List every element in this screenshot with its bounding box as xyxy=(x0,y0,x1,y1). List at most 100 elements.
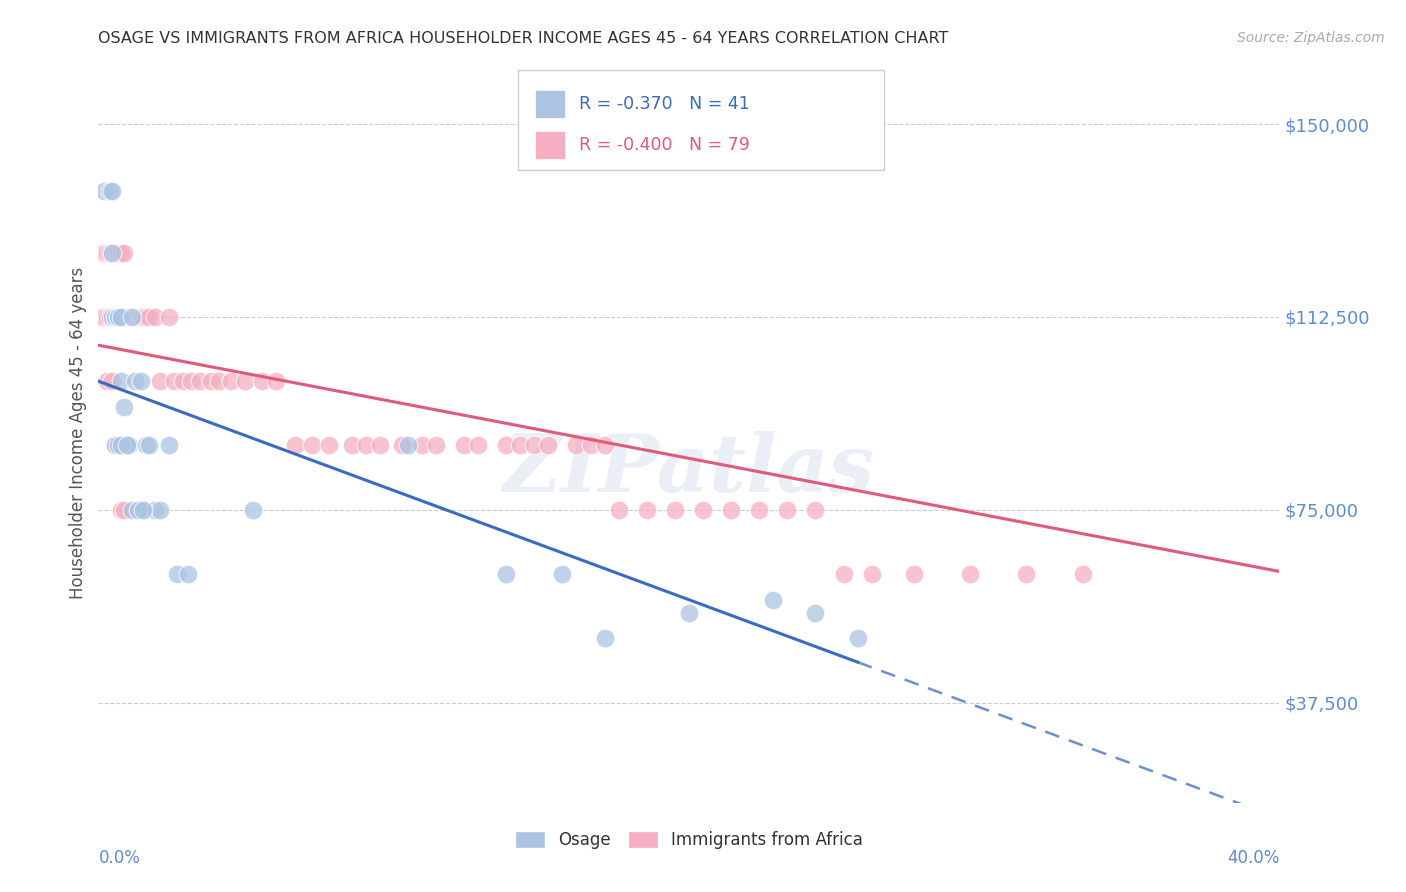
Point xyxy=(121,502,143,516)
Point xyxy=(776,502,799,516)
Point xyxy=(135,438,157,452)
Point xyxy=(124,310,146,324)
Point xyxy=(110,310,132,324)
Point xyxy=(551,567,574,582)
Point xyxy=(748,502,770,516)
Point xyxy=(110,374,132,388)
Point xyxy=(98,245,121,260)
Point xyxy=(101,184,124,198)
Text: 40.0%: 40.0% xyxy=(1227,849,1279,867)
Point xyxy=(692,502,714,516)
FancyBboxPatch shape xyxy=(536,130,565,159)
Text: Source: ZipAtlas.com: Source: ZipAtlas.com xyxy=(1237,31,1385,45)
Point xyxy=(537,438,560,452)
Point xyxy=(200,374,222,388)
Point xyxy=(163,374,186,388)
Point xyxy=(110,310,132,324)
Point xyxy=(340,438,363,452)
Point xyxy=(762,592,785,607)
Point xyxy=(804,606,827,620)
Point xyxy=(607,502,630,516)
Point xyxy=(104,438,127,452)
Point xyxy=(101,310,124,324)
Point xyxy=(467,438,489,452)
Point xyxy=(565,438,588,452)
Point xyxy=(250,374,273,388)
FancyBboxPatch shape xyxy=(536,90,565,118)
Point xyxy=(96,245,118,260)
Point xyxy=(509,438,531,452)
Point xyxy=(104,438,127,452)
Point xyxy=(90,310,112,324)
Point xyxy=(107,438,129,452)
Point xyxy=(107,438,129,452)
Point xyxy=(104,245,127,260)
Point xyxy=(93,310,115,324)
Point xyxy=(138,438,160,452)
Point xyxy=(118,310,141,324)
Point xyxy=(804,502,827,516)
Point xyxy=(720,502,742,516)
Point xyxy=(425,438,447,452)
Point xyxy=(96,310,118,324)
Point xyxy=(368,438,391,452)
Point xyxy=(453,438,475,452)
Point xyxy=(121,310,143,324)
Point xyxy=(132,502,155,516)
Point xyxy=(678,606,700,620)
Point xyxy=(354,438,377,452)
Point xyxy=(242,502,264,516)
Point xyxy=(411,438,433,452)
Point xyxy=(107,310,129,324)
Point xyxy=(233,374,256,388)
Point xyxy=(96,374,118,388)
Point xyxy=(110,245,132,260)
Point xyxy=(264,374,287,388)
Point xyxy=(157,310,180,324)
Point xyxy=(127,310,149,324)
Point xyxy=(112,502,135,516)
Point xyxy=(115,438,138,452)
Point xyxy=(101,245,124,260)
Point xyxy=(180,374,202,388)
Point xyxy=(112,400,135,414)
Point xyxy=(177,567,200,582)
FancyBboxPatch shape xyxy=(517,70,884,169)
Point xyxy=(149,374,172,388)
Text: 0.0%: 0.0% xyxy=(98,849,141,867)
Point xyxy=(301,438,323,452)
Point xyxy=(172,374,194,388)
Point xyxy=(121,310,143,324)
Point xyxy=(110,502,132,516)
Point xyxy=(284,438,307,452)
Point xyxy=(115,438,138,452)
Point xyxy=(391,438,413,452)
Point xyxy=(115,310,138,324)
Point xyxy=(396,438,419,452)
Point xyxy=(832,567,855,582)
Point xyxy=(124,374,146,388)
Text: ZIPatlas: ZIPatlas xyxy=(503,431,875,508)
Point xyxy=(129,374,152,388)
Text: OSAGE VS IMMIGRANTS FROM AFRICA HOUSEHOLDER INCOME AGES 45 - 64 YEARS CORRELATIO: OSAGE VS IMMIGRANTS FROM AFRICA HOUSEHOL… xyxy=(98,31,949,46)
Point xyxy=(118,438,141,452)
Point xyxy=(101,310,124,324)
Point xyxy=(579,438,602,452)
Text: R = -0.400   N = 79: R = -0.400 N = 79 xyxy=(579,136,749,153)
Point xyxy=(93,245,115,260)
Point xyxy=(93,184,115,198)
Point xyxy=(593,632,616,646)
Point xyxy=(98,310,121,324)
Point xyxy=(107,310,129,324)
Point xyxy=(318,438,340,452)
Point xyxy=(101,245,124,260)
Point xyxy=(138,310,160,324)
Point xyxy=(132,310,155,324)
Point xyxy=(903,567,925,582)
Point xyxy=(135,310,157,324)
Point xyxy=(132,502,155,516)
Point xyxy=(107,310,129,324)
Point xyxy=(157,438,180,452)
Point xyxy=(846,632,869,646)
Point xyxy=(166,567,188,582)
